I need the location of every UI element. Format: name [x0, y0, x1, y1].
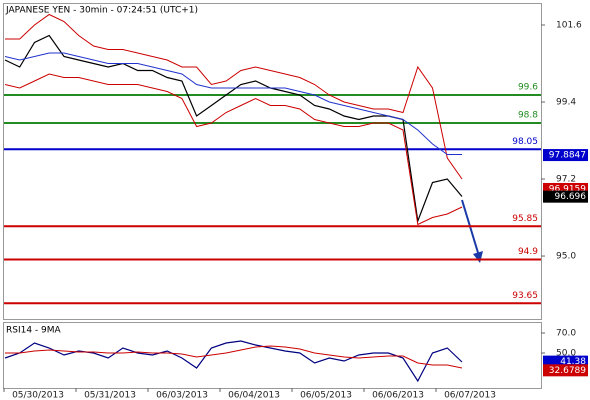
- level-label: 94.9: [518, 247, 538, 257]
- y-tick-label: 101.6: [556, 21, 582, 31]
- x-tick-label: 06/07/2013: [444, 391, 496, 400]
- x-tick-label: 06/06/2013: [372, 391, 424, 400]
- level-label: 98.05: [512, 137, 538, 147]
- x-tick-label: 05/30/2013: [12, 391, 64, 400]
- series-line: [4, 340, 463, 383]
- series-line: [4, 34, 463, 224]
- x-tick-label: 06/05/2013: [300, 391, 352, 400]
- level-label: 93.65: [512, 291, 538, 301]
- y-tick-label: 70.0: [556, 329, 576, 339]
- price-label: 96.696: [555, 192, 587, 202]
- price-box: [543, 364, 588, 377]
- series-line: [4, 73, 463, 226]
- price-label: 32.6789: [549, 366, 586, 376]
- price-label: 41.38: [560, 357, 586, 367]
- price-box: [543, 149, 588, 162]
- price-label: 97.8847: [549, 151, 586, 161]
- x-tick-label: 05/31/2013: [84, 391, 136, 400]
- level-label: 98.8: [518, 111, 538, 121]
- level-label: 95.85: [512, 214, 538, 224]
- series-line: [4, 52, 462, 155]
- y-tick-label: 99.4: [556, 98, 576, 108]
- arrow: [461, 199, 480, 257]
- x-tick-label: 06/03/2013: [156, 391, 208, 400]
- level-label: 99.6: [518, 83, 538, 93]
- rsi-title: RSI14 - 9MA: [6, 326, 62, 336]
- rsi-panel: [3, 322, 542, 389]
- chart-title: JAPANESE YEN - 30min - 07:24:51 (UTC+1): [5, 6, 198, 16]
- series-line: [5, 345, 463, 369]
- y-tick-label: 50.0: [556, 349, 576, 359]
- price-panel: [3, 3, 542, 320]
- y-tick-label: 95.0: [556, 252, 576, 262]
- x-tick-label: 06/04/2013: [228, 391, 280, 400]
- price-label: 96.9159: [549, 184, 586, 194]
- y-tick-label: 97.2: [556, 175, 576, 185]
- price-box: [543, 190, 588, 203]
- series-line: [5, 13, 463, 180]
